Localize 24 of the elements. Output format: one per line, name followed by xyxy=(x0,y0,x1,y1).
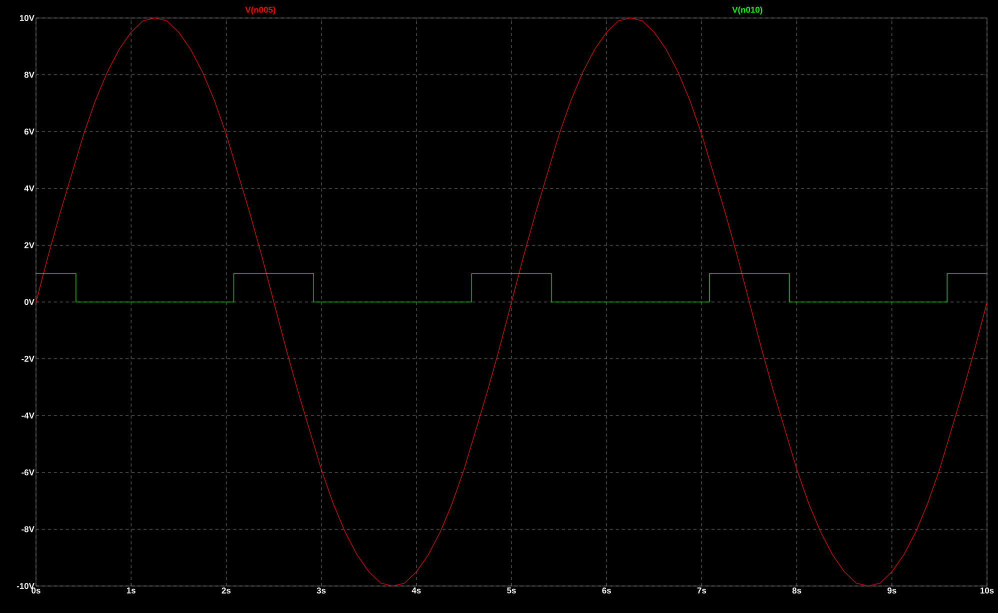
x-tick-label: 2s xyxy=(222,588,231,594)
y-tick-label: 8V xyxy=(24,72,34,78)
x-tick-label: 4s xyxy=(412,588,421,594)
y-tick-label: 0V xyxy=(24,299,34,305)
x-tick-label: 6s xyxy=(602,588,611,594)
y-tick-label: 4V xyxy=(24,185,34,192)
y-tick-label: -2V xyxy=(22,356,34,362)
y-tick-label: -4V xyxy=(22,412,34,419)
y-tick-label: 6V xyxy=(24,128,34,135)
x-tick-label: 7s xyxy=(697,588,706,594)
y-tick-label: 2V xyxy=(24,242,34,248)
x-tick-label: 5s xyxy=(507,588,516,594)
x-tick-label: 3s xyxy=(316,588,326,594)
text: V(n010) xyxy=(732,6,762,14)
y-tick-label: 10V xyxy=(20,15,34,21)
x-tick-label: 10s xyxy=(980,588,994,594)
x-tick-label: 9s xyxy=(888,588,896,594)
x-tick-label: 0s xyxy=(32,588,40,594)
x-tick-label: 1s xyxy=(126,588,136,594)
y-tick-label: -10V xyxy=(16,583,34,589)
x-tick-label: 8s xyxy=(792,588,802,594)
y-tick-label: -6V xyxy=(22,469,34,476)
text: V(n005) xyxy=(245,6,276,14)
y-tick-label: -8V xyxy=(22,526,34,532)
